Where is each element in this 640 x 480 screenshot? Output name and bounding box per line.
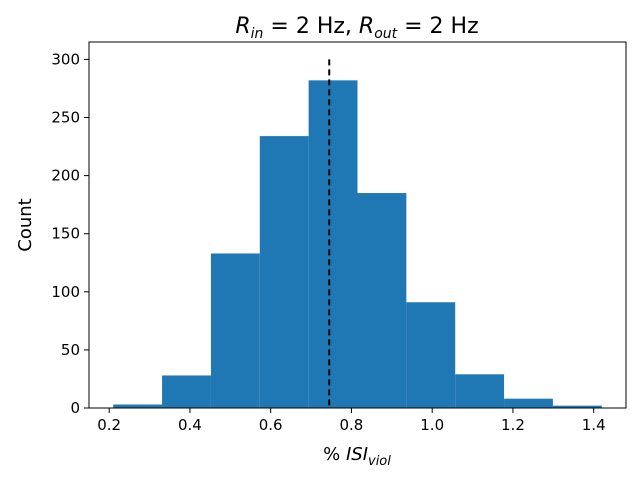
histogram-bar	[357, 193, 407, 408]
histogram-bars	[113, 80, 602, 408]
y-tick-label: 0	[70, 399, 80, 417]
histogram-bar	[552, 405, 602, 408]
histogram-bar	[210, 253, 260, 408]
histogram-bar	[504, 398, 553, 408]
x-tick-label: 0.8	[340, 416, 364, 434]
y-axis-label: Count	[15, 198, 36, 251]
y-tick-label: 100	[51, 283, 80, 301]
x-tick-label: 1.2	[501, 416, 525, 434]
y-tick-label: 150	[51, 225, 80, 243]
x-tick-label: 1.0	[420, 416, 444, 434]
x-axis-label: % ISIviol	[323, 444, 391, 469]
histogram-bar	[308, 80, 358, 408]
plot-frame	[88, 41, 627, 409]
y-tick-label: 50	[61, 341, 80, 359]
histogram-bar	[259, 136, 309, 408]
histogram-bar	[406, 302, 456, 408]
histogram-bar	[113, 404, 163, 408]
x-tick-label: 0.6	[259, 416, 283, 434]
x-axis-ticks: 0.2 0.4 0.6 0.8 1.0 1.2 1.4	[97, 408, 606, 434]
x-tick-label: 1.4	[582, 416, 606, 434]
x-tick-label: 0.2	[97, 416, 121, 434]
y-tick-label: 250	[51, 109, 80, 127]
histogram-bar	[162, 375, 211, 408]
chart-title: Rin = 2 Hz, Rout = 2 Hz	[235, 14, 478, 42]
y-axis-ticks: 0 50 100 150 200 250 300	[51, 50, 89, 417]
y-tick-label: 300	[51, 50, 80, 68]
y-tick-label: 200	[51, 167, 80, 185]
histogram-bar	[455, 374, 505, 408]
x-tick-label: 0.4	[178, 416, 202, 434]
